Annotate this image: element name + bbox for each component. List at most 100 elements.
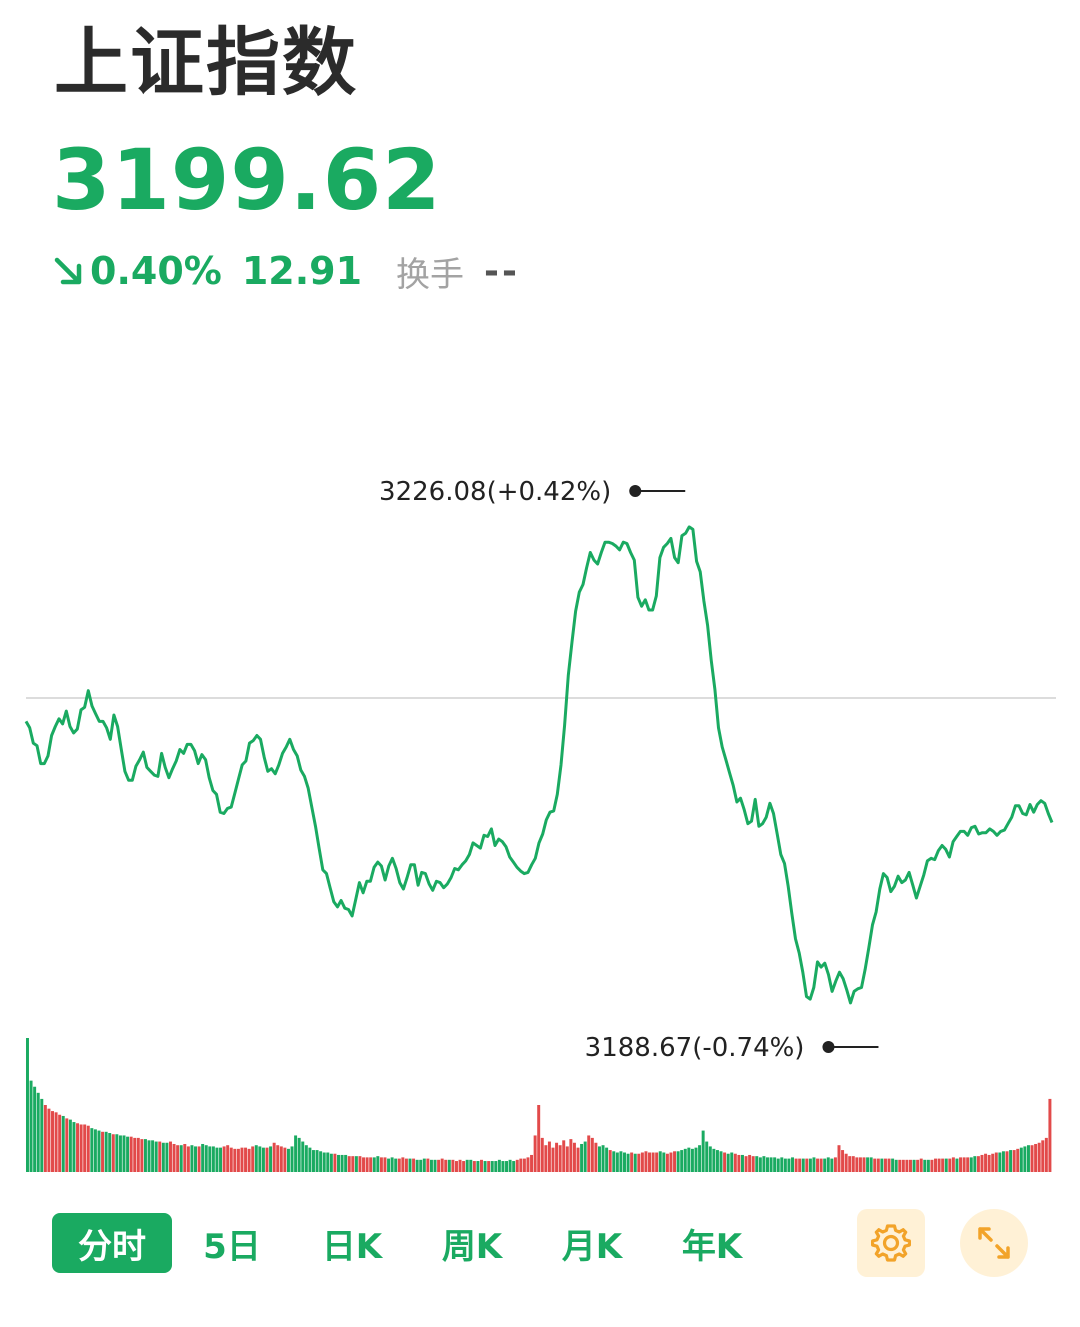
volume-bar [1041, 1140, 1045, 1172]
volume-bar [86, 1125, 90, 1172]
volume-bar [172, 1143, 176, 1172]
volume-bar [537, 1105, 541, 1172]
volume-bar [923, 1159, 927, 1172]
tab-intraday[interactable]: 分时 [52, 1213, 172, 1273]
volume-bar [626, 1153, 630, 1172]
low-annotation: 3188.67(-0.74%) [585, 1033, 879, 1063]
volume-bar [730, 1152, 734, 1172]
volume-bar [708, 1146, 712, 1172]
volume-bar [65, 1118, 69, 1172]
volume-bar [723, 1152, 727, 1172]
volume-bar [258, 1146, 262, 1172]
volume-bar [819, 1158, 823, 1172]
volume-bar [204, 1145, 208, 1172]
volume-bar [901, 1159, 905, 1172]
volume-bar [680, 1150, 684, 1172]
volume-bar [1009, 1150, 1013, 1172]
volume-bar [791, 1157, 794, 1172]
volume-bar [1037, 1142, 1041, 1172]
volume-bar [465, 1159, 469, 1172]
high-annotation: 3226.08(+0.42%) [379, 477, 686, 507]
volume-bar [47, 1108, 51, 1172]
volume-bar [247, 1148, 251, 1172]
volume-bar [104, 1131, 108, 1172]
current-price: 3199.62 [52, 131, 442, 229]
volume-bar [265, 1147, 269, 1172]
volume-bar [1044, 1137, 1048, 1172]
volume-bar [390, 1157, 394, 1172]
volume-bar [826, 1157, 830, 1172]
volume-bar [1034, 1143, 1038, 1172]
volume-bar [651, 1152, 655, 1172]
volume-bar [994, 1152, 998, 1172]
volume-bar [129, 1136, 133, 1172]
volume-bar [501, 1161, 505, 1172]
volume-bar [959, 1157, 963, 1172]
volume-bar [190, 1145, 194, 1172]
volume-bar [976, 1156, 980, 1172]
volume-bar [755, 1156, 759, 1172]
volume-bar [673, 1151, 677, 1172]
volume-bar [118, 1135, 122, 1172]
volume-bar [987, 1154, 991, 1172]
volume-bar [551, 1147, 555, 1172]
volume-bar [90, 1128, 94, 1172]
volume-bar [61, 1115, 65, 1172]
volume-bar [605, 1147, 609, 1172]
volume-bar [644, 1151, 648, 1172]
volume-bar [630, 1152, 634, 1172]
volume-bar [154, 1141, 158, 1172]
volume-bar [776, 1158, 780, 1172]
volume-bar [111, 1134, 115, 1172]
volume-bar [29, 1080, 33, 1172]
volume-bar [873, 1158, 877, 1172]
volume-bar [951, 1157, 955, 1172]
volume-bar [555, 1142, 559, 1172]
volume-bar [569, 1139, 573, 1172]
tab-yearly-k[interactable]: 年K [681, 1226, 743, 1267]
settings-button[interactable] [857, 1209, 925, 1277]
volume-bar [801, 1158, 805, 1172]
volume-bar [876, 1158, 880, 1172]
volume-bar [966, 1157, 970, 1172]
volume-bar [308, 1147, 312, 1172]
volume-bar [612, 1151, 616, 1172]
volume-bar [808, 1158, 812, 1172]
volume-bar [844, 1153, 848, 1172]
volume-bar [347, 1156, 351, 1172]
volume-bar [261, 1147, 265, 1172]
intraday-chart[interactable]: 3226.08(+0.42%) 3188.67(-0.74%) [0, 440, 1080, 1180]
volume-bar [891, 1158, 895, 1172]
volume-bar [898, 1159, 902, 1172]
tab-5day[interactable]: 5日 [203, 1226, 261, 1267]
volume-bar [108, 1133, 112, 1172]
volume-bar [944, 1158, 948, 1172]
tab-weekly-k[interactable]: 周K [441, 1226, 503, 1267]
volume-bar [941, 1158, 945, 1172]
volume-bar [794, 1158, 798, 1172]
volume-bar [158, 1141, 162, 1172]
volume-bar [744, 1156, 748, 1172]
volume-bar [887, 1158, 891, 1172]
volume-bar [372, 1157, 376, 1172]
tab-daily-k[interactable]: 日K [321, 1226, 383, 1267]
volume-bar [483, 1161, 487, 1172]
volume-bar [640, 1152, 644, 1172]
volume-bar [83, 1124, 87, 1172]
volume-bar [558, 1145, 562, 1172]
volume-bar [737, 1154, 741, 1172]
volume-bar [583, 1141, 587, 1172]
volume-bar [823, 1158, 827, 1172]
volume-bar [304, 1145, 308, 1172]
volume-bar [476, 1161, 480, 1172]
volume-bar [194, 1146, 197, 1172]
volume-bar [619, 1151, 623, 1172]
volume-bar [522, 1158, 526, 1172]
tab-monthly-k[interactable]: 月K [561, 1226, 623, 1267]
high-label: 3226.08(+0.42%) [379, 477, 611, 507]
volume-bar [587, 1135, 591, 1172]
volume-bar [748, 1154, 752, 1172]
change-percent: 0.40% [90, 249, 222, 293]
fullscreen-button[interactable] [960, 1209, 1028, 1277]
volume-bar [658, 1151, 662, 1172]
